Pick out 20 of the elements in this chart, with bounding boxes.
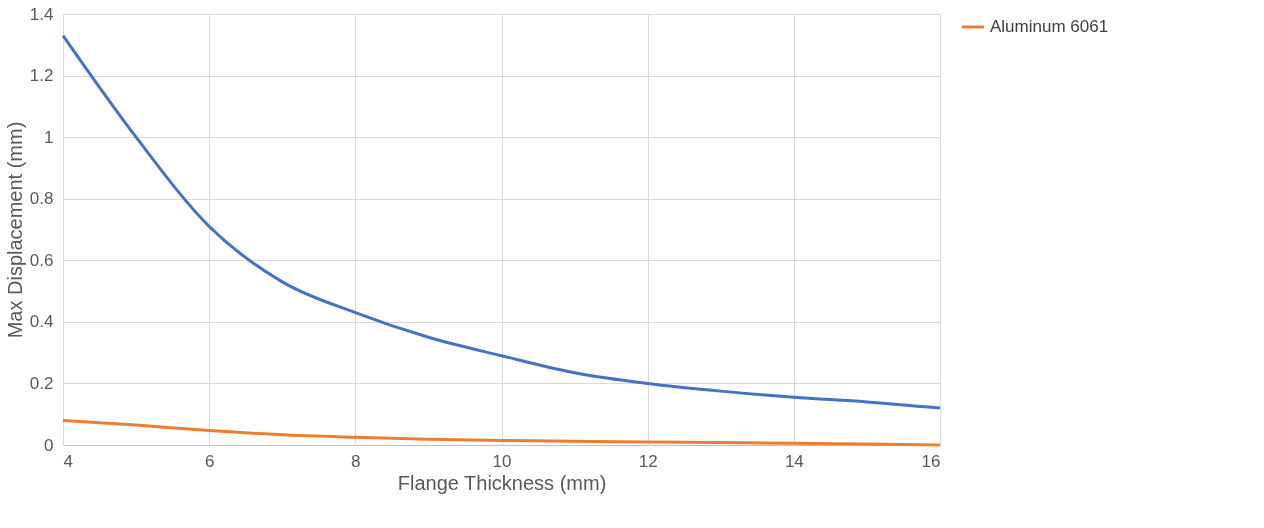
line-series bbox=[61, 34, 942, 410]
x-tick-label: 10 bbox=[492, 451, 512, 471]
x-tick-label: 6 bbox=[204, 451, 215, 471]
y-axis-title: Max Displacement (mm) bbox=[3, 121, 26, 339]
x-tick-label: 14 bbox=[784, 451, 804, 471]
x-axis-title: Flange Thickness (mm) bbox=[397, 471, 607, 494]
y-tick-label: 0.2 bbox=[29, 373, 54, 393]
y-tick-label: 1.2 bbox=[29, 66, 54, 86]
x-tick-label: 4 bbox=[63, 451, 73, 471]
y-tick-label: 0 bbox=[44, 435, 54, 455]
x-tick-label: 12 bbox=[638, 451, 658, 471]
x-tick-label: 16 bbox=[921, 451, 941, 471]
line-series bbox=[61, 418, 942, 447]
y-tick-label: 0.6 bbox=[29, 250, 54, 270]
y-tick-label: 1.4 bbox=[29, 4, 54, 24]
y-tick-label: 0.8 bbox=[29, 189, 54, 209]
x-tick-label: 8 bbox=[351, 451, 361, 471]
y-tick-label: 1 bbox=[44, 127, 54, 147]
y-tick-label: 0.4 bbox=[29, 312, 54, 332]
legend-label: Aluminum 6061 bbox=[990, 17, 1109, 36]
